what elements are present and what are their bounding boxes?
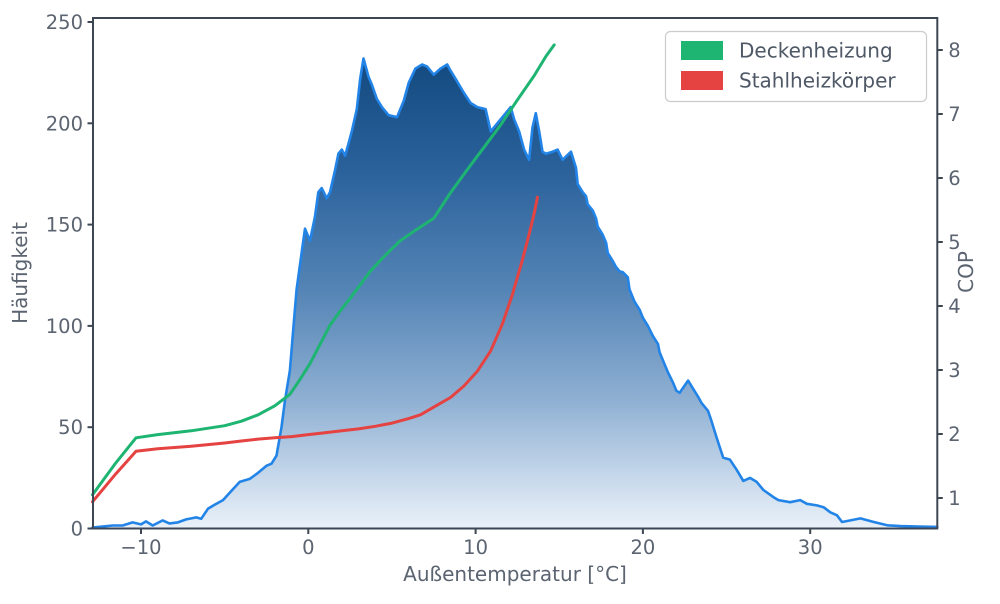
y-left-tick-label: 0 [71,518,83,541]
y-left-axis-title: Häufigkeit [8,222,32,324]
y-left-tick-label: 50 [58,416,83,439]
legend-swatch-stahlheizkoerper [681,71,723,90]
legend-label: Stahlheizkörper [739,69,896,93]
histogram-area [92,58,938,529]
y-right-tick-label: 3 [948,359,960,382]
x-tick-label: 10 [463,536,488,559]
y-right-tick-label: 8 [948,39,960,62]
y-left-tick-label: 150 [46,214,83,237]
legend-swatch-deckenheizung [681,41,723,60]
x-axis-title: Außentemperatur [°C] [403,562,627,586]
series-line-deckenheizung [91,43,556,497]
y-right-tick-label: 1 [948,487,960,510]
x-tick-label: −10 [120,536,161,559]
y-left-tick-label: 100 [46,315,83,338]
x-tick-label: 0 [302,536,314,559]
x-tick-label: 20 [630,536,655,559]
y-right-axis-title: COP [954,251,978,293]
legend-label: Deckenheizung [739,39,893,63]
plot-spines [92,17,939,530]
legend: Deckenheizung Stahlheizkörper [664,30,928,103]
legend-box [664,30,928,103]
y-right-tick-label: 2 [948,423,960,446]
y-left-tick-label: 200 [46,112,83,135]
histogram-outline [91,57,939,529]
y-right-tick-label: 7 [948,103,960,126]
series-line-stahlheizkoerper [91,195,539,504]
x-tick-label: 30 [798,536,823,559]
y-left-tick-label: 250 [46,11,83,34]
y-right-tick-label: 5 [948,231,960,254]
y-right-tick-label: 4 [948,295,960,318]
y-right-tick-label: 6 [948,167,960,190]
